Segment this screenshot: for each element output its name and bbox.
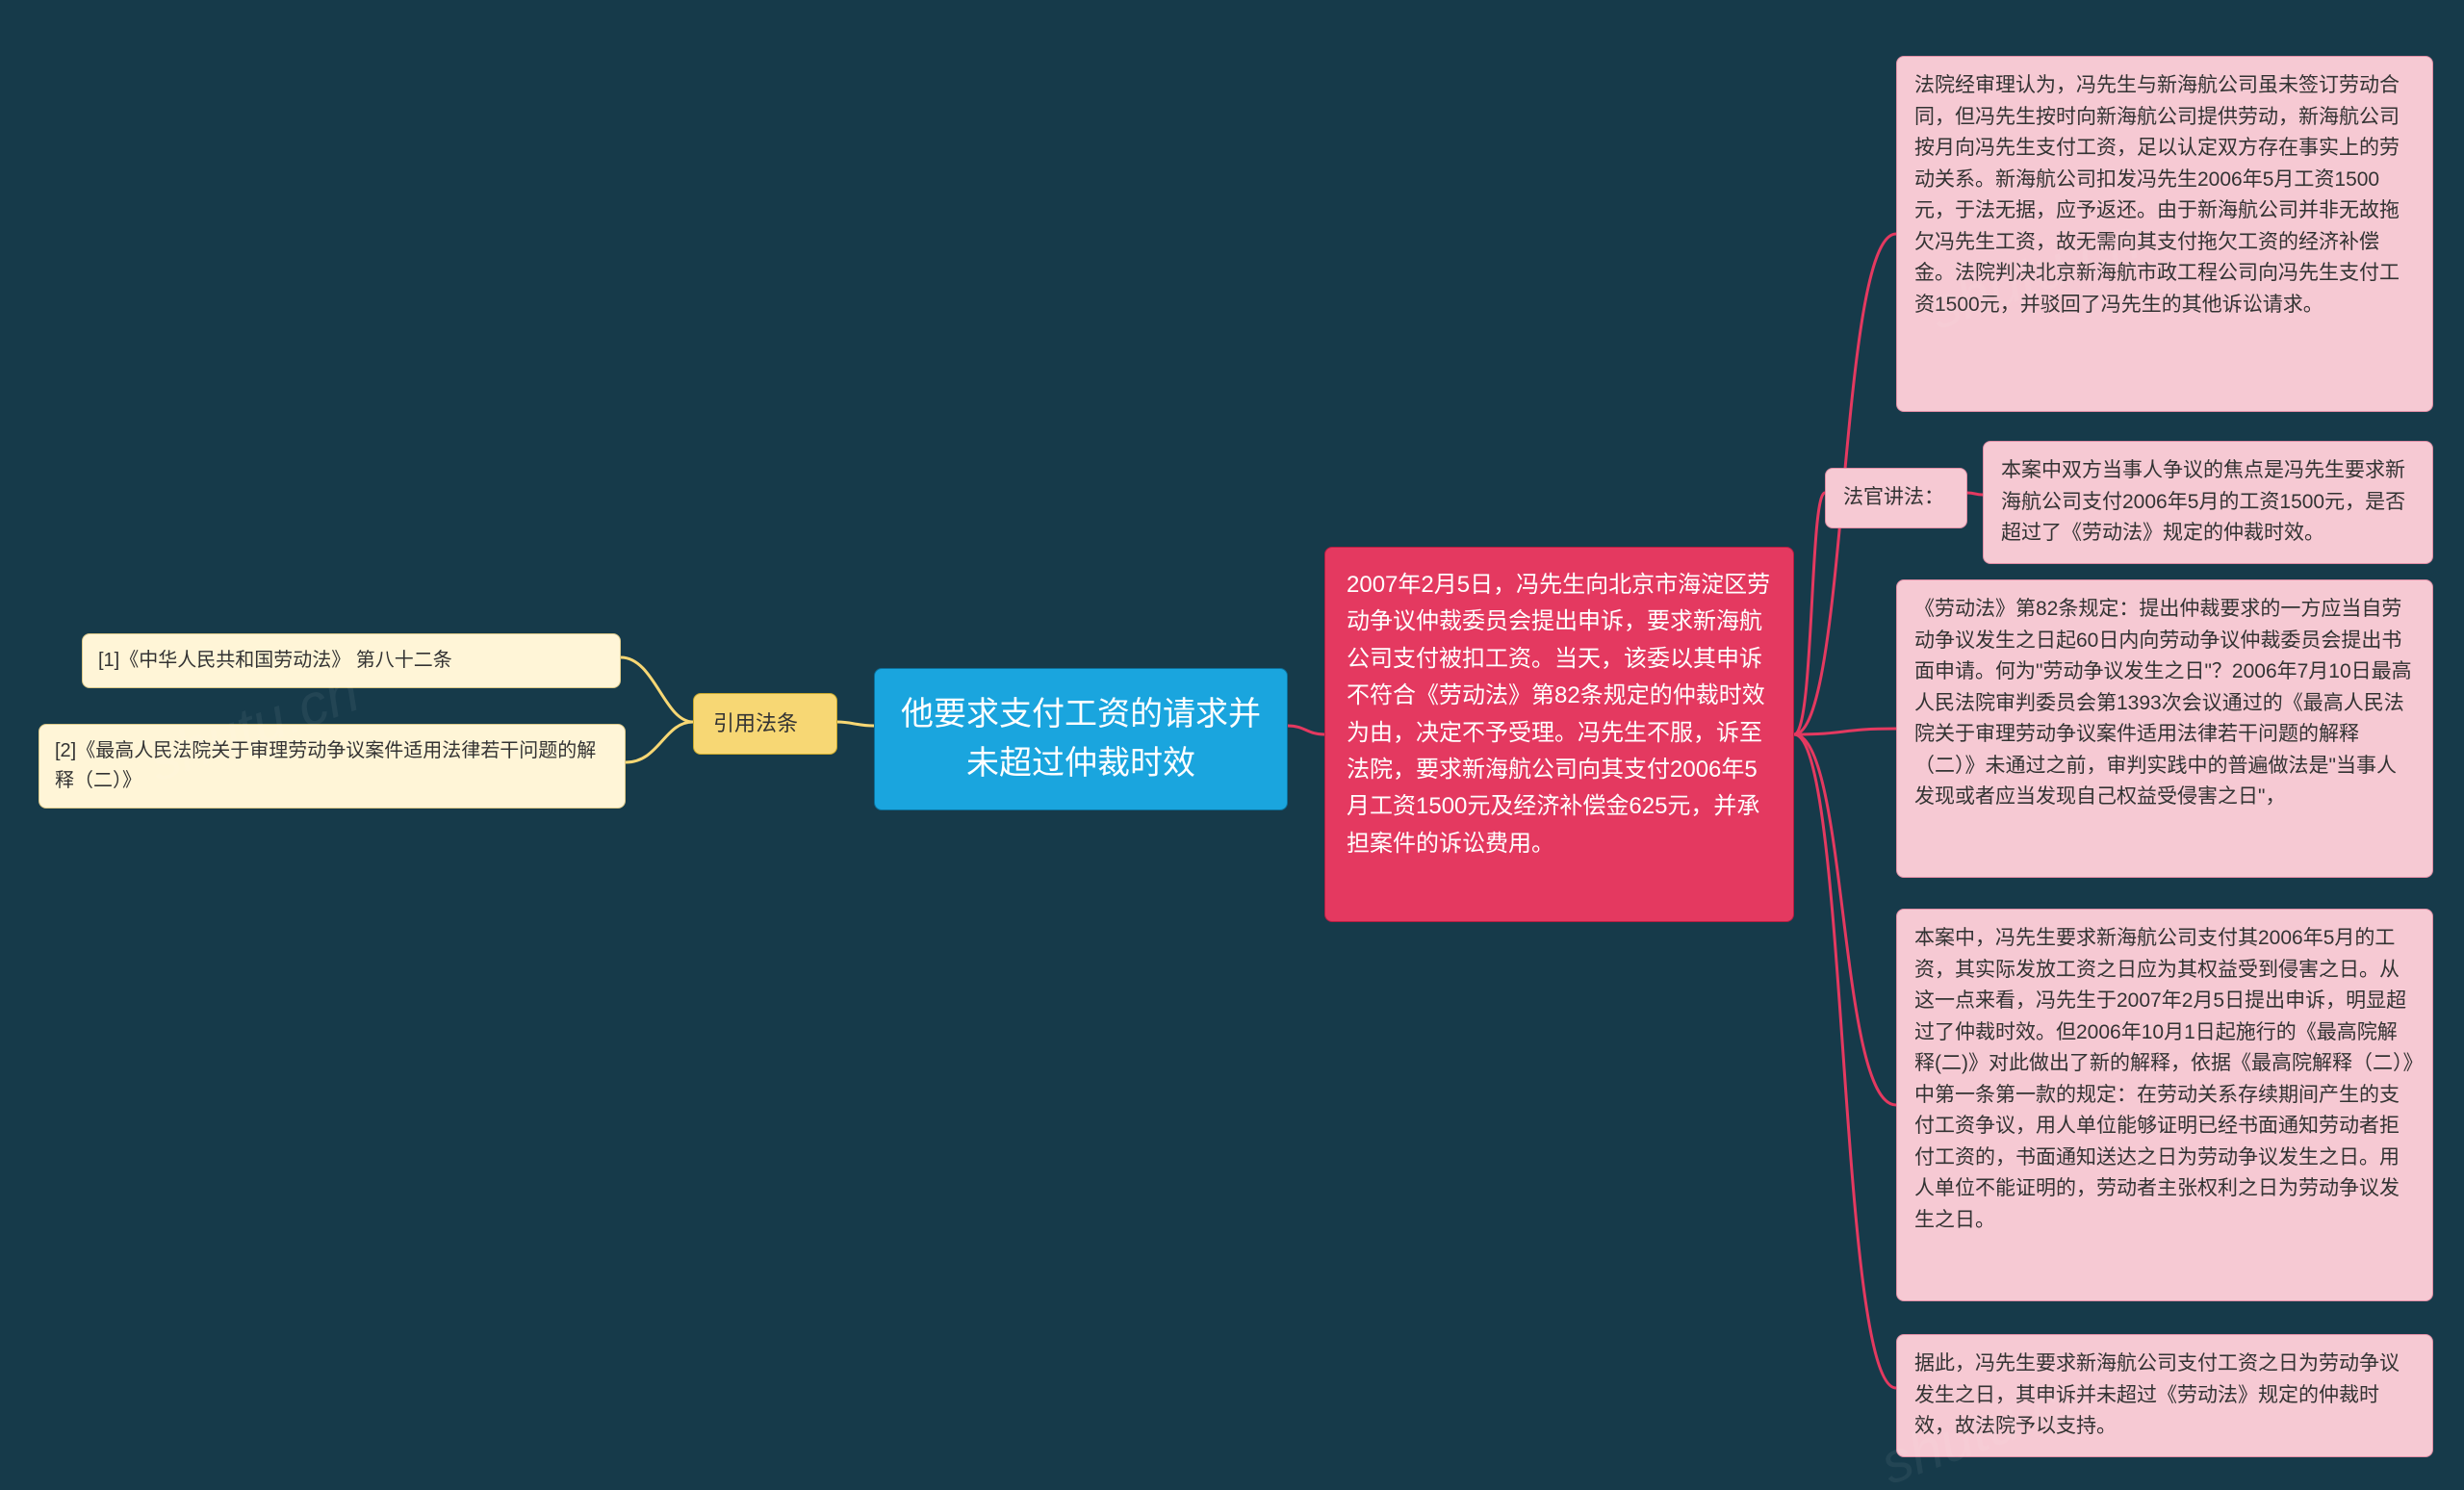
left-yellow-node[interactable]: 引用法条 (693, 693, 837, 755)
pink-node-5[interactable]: 据此，冯先生要求新海航公司支付工资之日为劳动争议发生之日，其申诉并未超过《劳动法… (1896, 1334, 2433, 1457)
connector (1794, 729, 1896, 734)
connector (837, 722, 874, 726)
pink-node-4[interactable]: 本案中，冯先生要求新海航公司支付其2006年5月的工资，其实际发放工资之日应为其… (1896, 909, 2433, 1301)
connector (1794, 493, 1825, 734)
pink-node-3[interactable]: 《劳动法》第82条规定：提出仲裁要求的一方应当自劳动争议发生之日起60日内向劳动… (1896, 579, 2433, 878)
red-main-node[interactable]: 2007年2月5日，冯先生向北京市海淀区劳动争议仲裁委员会提出申诉，要求新海航公… (1324, 547, 1794, 922)
left-ref2-node[interactable]: [2]《最高人民法院关于审理劳动争议案件适用法律若干问题的解释（二）》 (38, 724, 626, 809)
connector (1967, 493, 1983, 495)
connector (1794, 734, 1896, 1105)
connector (621, 657, 693, 722)
connector (1288, 726, 1324, 734)
connector (626, 722, 693, 762)
connector (1794, 734, 1896, 1388)
pink-node-1[interactable]: 法院经审理认为，冯先生与新海航公司虽未签订劳动合同，但冯先生按时向新海航公司提供… (1896, 56, 2433, 412)
left-ref1-node[interactable]: [1]《中华人民共和国劳动法》 第八十二条 (82, 633, 621, 688)
pink-node-2-label[interactable]: 法官讲法： (1825, 468, 1967, 528)
pink-node-2[interactable]: 本案中双方当事人争议的焦点是冯先生要求新海航公司支付2006年5月的工资1500… (1983, 441, 2433, 564)
center-node[interactable]: 他要求支付工资的请求并未超过仲裁时效 (874, 668, 1288, 810)
